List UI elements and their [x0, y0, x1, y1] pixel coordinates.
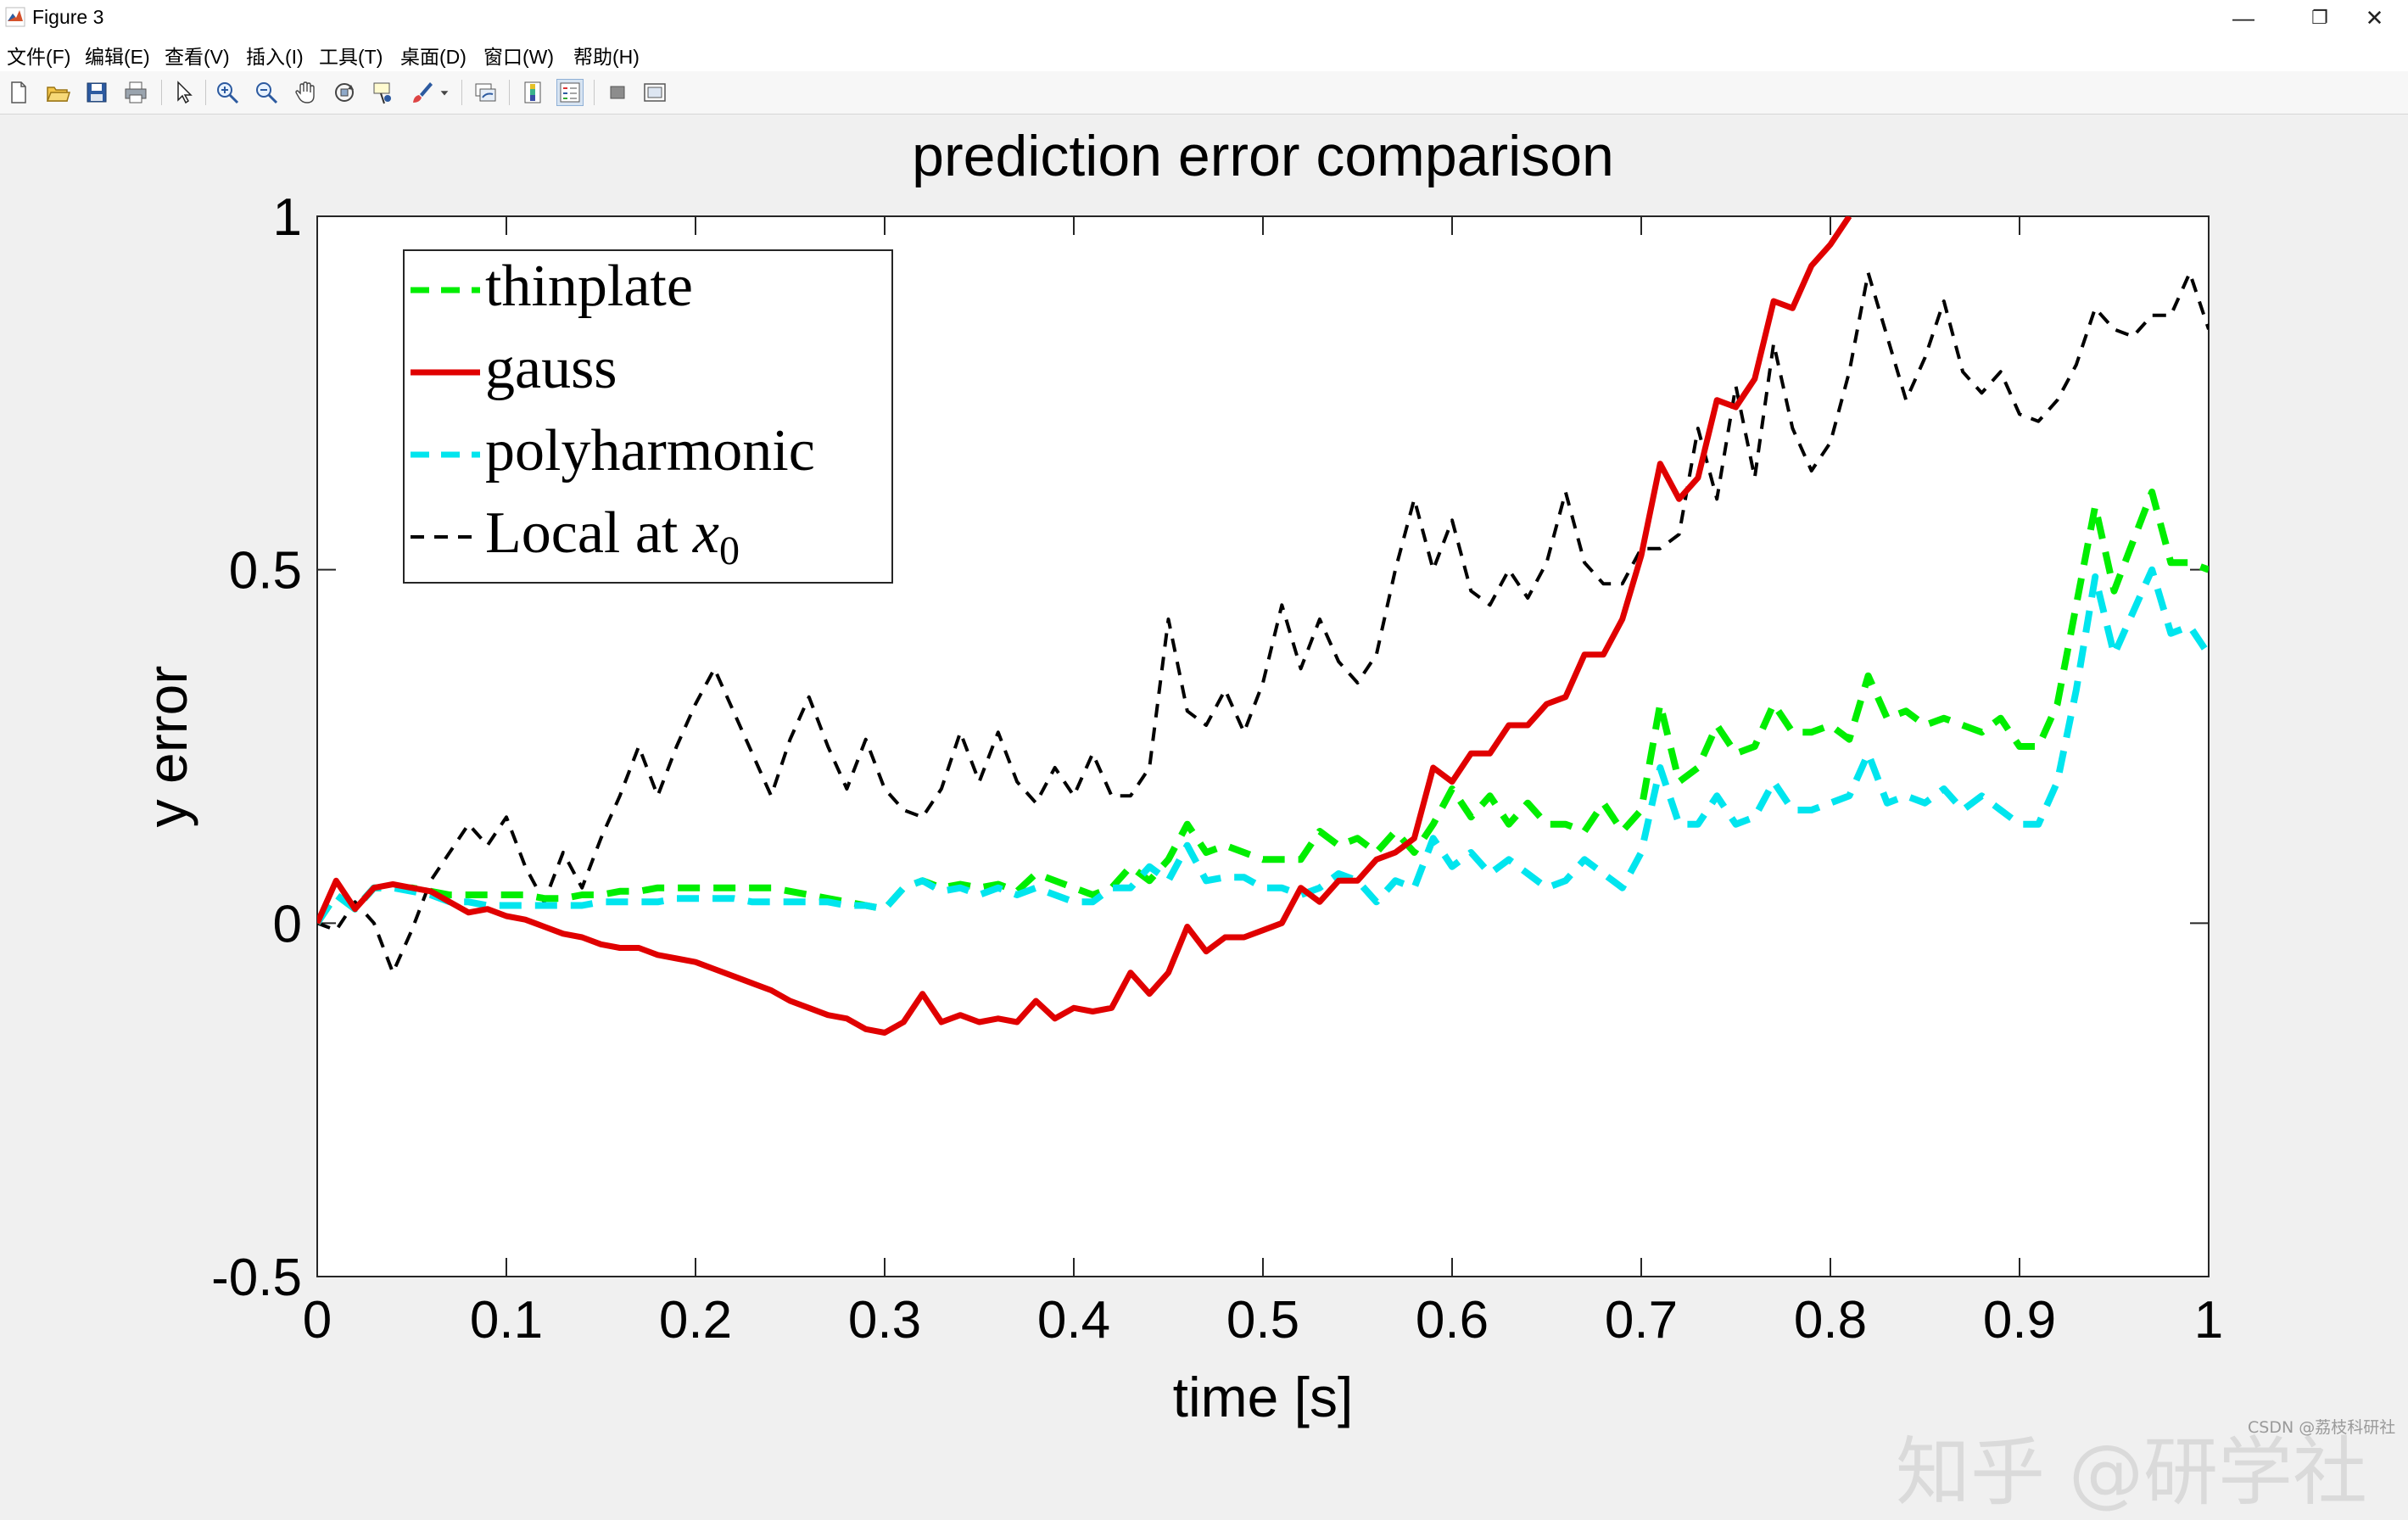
legend[interactable]: thinplate gauss polyharmonic Local at x0: [403, 249, 893, 584]
menu-insert[interactable]: 插入(I): [246, 46, 304, 68]
legend-label-local: Local at x0: [485, 500, 740, 573]
x-tick-label: 0.1: [470, 1291, 543, 1350]
x-tick-label: 0.2: [659, 1291, 732, 1350]
series-lines: [317, 216, 2209, 1036]
link-plot-icon[interactable]: [472, 79, 499, 106]
legend-label-gauss: gauss: [485, 336, 617, 401]
legend-label-local-text: Local at: [485, 500, 693, 566]
menu-bar: 文件(F) 编辑(E) 查看(V) 插入(I) 工具(T) 桌面(D) 窗口(W…: [0, 36, 2408, 71]
y-axis-label: y error: [136, 666, 198, 828]
credit-text: CSDN @荔枝科研社: [2248, 1418, 2396, 1437]
legend-icon[interactable]: [556, 79, 584, 106]
toolbar-separator: [461, 80, 462, 105]
x-tick-label: 0.7: [1605, 1291, 1678, 1350]
x-tick-label: 0.4: [1037, 1291, 1110, 1350]
menu-help[interactable]: 帮助(H): [573, 46, 640, 68]
menu-window[interactable]: 窗口(W): [483, 46, 555, 68]
data-cursor-icon[interactable]: [370, 79, 397, 106]
x-tick-label: 0.9: [1983, 1291, 2056, 1350]
x-tick-label: 0.5: [1226, 1291, 1299, 1350]
figure-toolbar: [0, 71, 2408, 115]
x-tick-label: 0.6: [1416, 1291, 1489, 1350]
legend-label-local-var: x: [692, 500, 719, 566]
restore-icon: ❐: [2311, 7, 2328, 28]
menu-view[interactable]: 查看(V): [165, 46, 230, 68]
matlab-logo-icon: [5, 7, 25, 27]
toolbar-separator: [205, 80, 206, 105]
x-tick-label: 0.8: [1794, 1291, 1867, 1350]
axis-ticks: 0 0.1 0.2 0.3 0.4 0.5 0.6 0.7 0.8 0.9 1-0.500.51: [211, 188, 2223, 1350]
menu-file[interactable]: 文件(F): [7, 46, 71, 68]
restore-button[interactable]: ❐: [2282, 0, 2358, 36]
title-bar: Figure 3 — ❐ ✕: [0, 0, 2408, 36]
legend-label-thinplate: thinplate: [485, 254, 693, 319]
brush-icon[interactable]: [409, 79, 436, 106]
minimize-icon: —: [2232, 4, 2254, 31]
x-tick-label: 0: [303, 1291, 332, 1350]
print-icon[interactable]: [122, 79, 149, 106]
menu-desktop[interactable]: 桌面(D): [400, 46, 467, 68]
legend-label-polyharmonic: polyharmonic: [485, 418, 815, 483]
y-tick-label: 1: [273, 188, 302, 247]
colorbar-icon[interactable]: [519, 79, 546, 106]
dropdown-arrow-icon[interactable]: [438, 79, 451, 106]
close-icon: ✕: [2365, 4, 2384, 31]
series-line-gauss: [317, 216, 1852, 1036]
new-figure-icon[interactable]: [5, 79, 32, 106]
chart-title: prediction error comparison: [912, 124, 1614, 188]
hide-plot-tools-icon[interactable]: [604, 79, 631, 106]
x-tick-label: 1: [2194, 1291, 2223, 1350]
y-tick-label: -0.5: [211, 1249, 302, 1307]
pan-hand-icon[interactable]: [292, 79, 319, 106]
minimize-button[interactable]: —: [2205, 0, 2282, 36]
y-tick-label: 0: [273, 895, 302, 953]
x-tick-label: 0.3: [848, 1291, 921, 1350]
legend-label-local-sub: 0: [719, 528, 740, 573]
rotate-3d-icon[interactable]: [331, 79, 358, 106]
zoom-out-icon[interactable]: [253, 79, 280, 106]
show-plot-tools-icon[interactable]: [641, 79, 668, 106]
x-axis-label: time [s]: [1173, 1366, 1354, 1428]
series-line-polyharmonic: [317, 566, 2209, 925]
toolbar-separator: [161, 80, 162, 105]
legend-box: [403, 249, 893, 584]
zoom-in-icon[interactable]: [214, 79, 241, 106]
pointer-icon[interactable]: [170, 79, 197, 106]
toolbar-separator: [594, 80, 595, 105]
menu-edit[interactable]: 编辑(E): [85, 46, 150, 68]
close-button[interactable]: ✕: [2341, 0, 2408, 36]
open-file-icon[interactable]: [44, 79, 71, 106]
menu-tools[interactable]: 工具(T): [319, 46, 383, 68]
y-tick-label: 0.5: [229, 542, 302, 601]
window-title: Figure 3: [32, 6, 104, 28]
toolbar-separator: [509, 80, 510, 105]
figure-canvas: 0 0.1 0.2 0.3 0.4 0.5 0.6 0.7 0.8 0.9 1 -0.5 0 0.5 1 p…: [0, 115, 2408, 1516]
save-icon[interactable]: [83, 79, 110, 106]
line-chart: 0 0.1 0.2 0.3 0.4 0.5 0.6 0.7 0.8 0.9 1-0.500.51 p…: [136, 124, 2223, 1428]
series-line-thinplate: [317, 489, 2209, 925]
